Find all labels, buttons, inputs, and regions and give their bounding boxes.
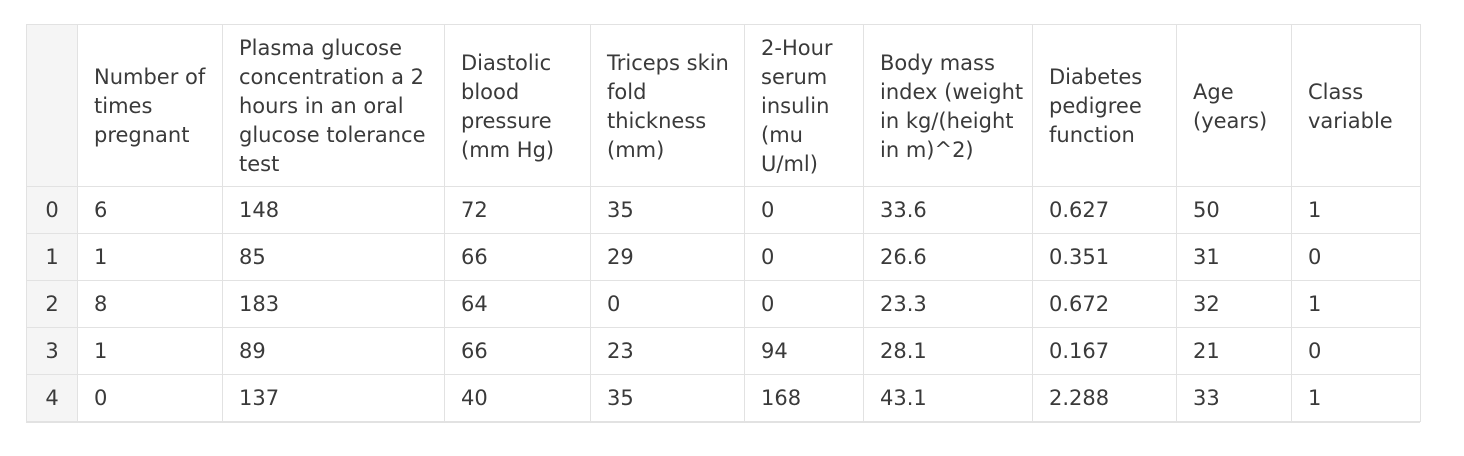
row-index: 0: [26, 186, 78, 234]
table-cell: 33.6: [863, 186, 1033, 234]
table-cell: 0.167: [1032, 327, 1177, 375]
column-header: Triceps skin fold thickness (mm): [590, 24, 745, 187]
row-index: 4: [26, 374, 78, 422]
table-cell: 21: [1176, 327, 1292, 375]
dataframe-table-container: Number of times pregnant Plasma glucose …: [26, 24, 1421, 423]
table-cell: 0.351: [1032, 233, 1177, 281]
table-cell: 137: [222, 374, 445, 422]
row-index: 1: [26, 233, 78, 281]
row-index: 2: [26, 280, 78, 328]
table-cell: 0: [744, 233, 864, 281]
column-header: Number of times pregnant: [77, 24, 223, 187]
table-row: 4 0 137 40 35 168 43.1 2.288 33 1: [26, 374, 1421, 422]
table-cell: 6: [77, 186, 223, 234]
table-cell: 0: [744, 280, 864, 328]
table-cell: 64: [444, 280, 591, 328]
table-cell: 94: [744, 327, 864, 375]
table-cell: 72: [444, 186, 591, 234]
column-header: Age (years): [1176, 24, 1292, 187]
table-cell: 35: [590, 374, 745, 422]
table-cell: 1: [1291, 280, 1421, 328]
table-row: 3 1 89 66 23 94 28.1 0.167 21 0: [26, 327, 1421, 375]
table-cell: 26.6: [863, 233, 1033, 281]
table-cell: 66: [444, 233, 591, 281]
table-cell: 1: [1291, 374, 1421, 422]
table-cell: 28.1: [863, 327, 1033, 375]
column-header: Diabetes pedigree function: [1032, 24, 1177, 187]
table-cell: 85: [222, 233, 445, 281]
table-cell: 0: [744, 186, 864, 234]
table-cell: 0.627: [1032, 186, 1177, 234]
index-header-cell: [26, 24, 78, 187]
table-cell: 0: [590, 280, 745, 328]
column-header: Class variable: [1291, 24, 1421, 187]
table-cell: 31: [1176, 233, 1292, 281]
table-cell: 2.288: [1032, 374, 1177, 422]
table-cell: 0: [1291, 327, 1421, 375]
table-cell: 1: [77, 233, 223, 281]
table-row: 0 6 148 72 35 0 33.6 0.627 50 1: [26, 186, 1421, 234]
table-cell: 29: [590, 233, 745, 281]
table-row: 2 8 183 64 0 0 23.3 0.672 32 1: [26, 280, 1421, 328]
table-cell: 168: [744, 374, 864, 422]
table-cell: 0.672: [1032, 280, 1177, 328]
table-cell: 0: [1291, 233, 1421, 281]
table-cell: 1: [1291, 186, 1421, 234]
table-cell: 8: [77, 280, 223, 328]
dataframe-table: Number of times pregnant Plasma glucose …: [26, 24, 1421, 422]
table-cell: 66: [444, 327, 591, 375]
table-cell: 23: [590, 327, 745, 375]
table-cell: 35: [590, 186, 745, 234]
table-cell: 148: [222, 186, 445, 234]
column-header: Plasma glucose concentration a 2 hours i…: [222, 24, 445, 187]
table-cell: 23.3: [863, 280, 1033, 328]
table-cell: 0: [77, 374, 223, 422]
table-cell: 50: [1176, 186, 1292, 234]
table-row: 1 1 85 66 29 0 26.6 0.351 31 0: [26, 233, 1421, 281]
table-cell: 33: [1176, 374, 1292, 422]
column-header: Body mass index (weight in kg/(height in…: [863, 24, 1033, 187]
table-cell: 1: [77, 327, 223, 375]
table-cell: 89: [222, 327, 445, 375]
column-header: 2-Hour serum insulin (mu U/ml): [744, 24, 864, 187]
header-row: Number of times pregnant Plasma glucose …: [26, 24, 1421, 187]
column-header: Diastolic blood pressure (mm Hg): [444, 24, 591, 187]
table-cell: 43.1: [863, 374, 1033, 422]
row-index: 3: [26, 327, 78, 375]
table-cell: 32: [1176, 280, 1292, 328]
table-cell: 183: [222, 280, 445, 328]
table-cell: 40: [444, 374, 591, 422]
